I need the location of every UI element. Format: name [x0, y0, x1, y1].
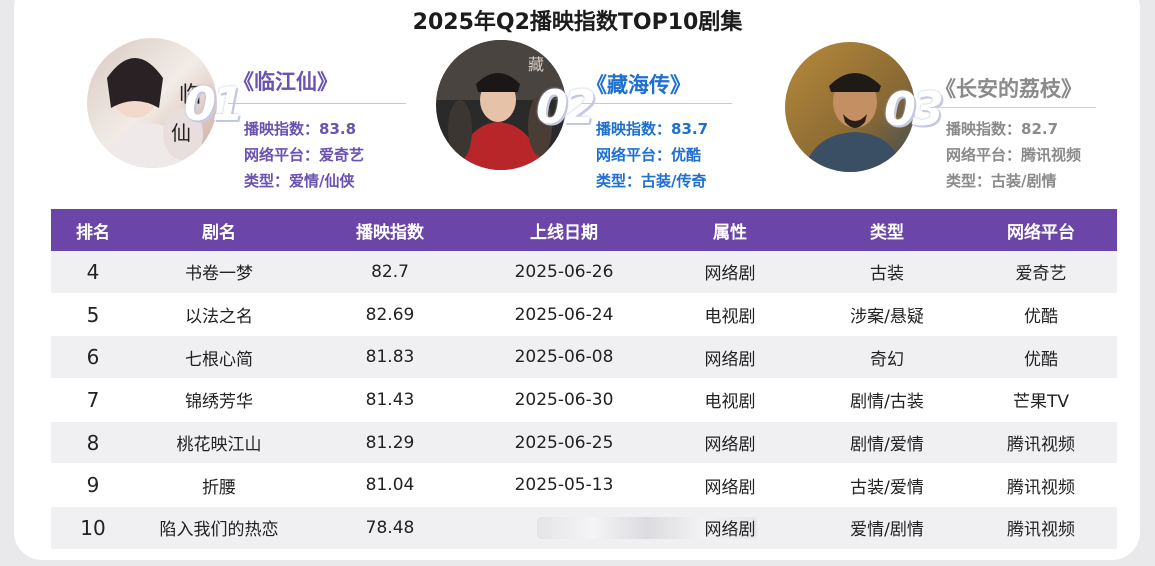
header-genre: 类型 [809, 209, 965, 251]
poster-3-image [785, 42, 915, 172]
table-row: 10 陷入我们的热恋 78.48 网络剧 爱情/剧情 腾讯视频 [51, 506, 1117, 550]
top3-platform-3: 网络平台：腾讯视频 [946, 146, 1082, 164]
cell-platform: 爱奇艺 [965, 251, 1117, 294]
cell-rank: 8 [51, 421, 135, 465]
cell-release-date-obscured [477, 506, 757, 550]
cell-index: 82.69 [303, 293, 477, 337]
cell-attribute: 网络剧 [651, 335, 809, 380]
svg-text:藏: 藏 [528, 55, 544, 74]
table-row: 9 折腰 81.04 2025-05-13 网络剧 古装/爱情 腾讯视频 [51, 463, 1117, 508]
table-header-row: 排名 剧名 播映指数 上线日期 属性 类型 网络平台 [51, 209, 1117, 251]
cell-genre: 古装 [809, 251, 965, 294]
cell-release-date: 2025-06-24 [477, 293, 651, 337]
cell-platform: 芒果TV [965, 378, 1117, 422]
cell-attribute: 网络剧 [651, 421, 809, 465]
cell-rank: 7 [51, 378, 135, 422]
cell-release-date: 2025-06-30 [477, 378, 651, 422]
divider-2 [582, 103, 732, 104]
top3-index-3: 播映指数：82.7 [946, 120, 1059, 138]
top3-info-2: 播映指数：83.7 网络平台：优酷 类型：古装/传奇 [596, 116, 708, 194]
rank-number-3: 03 [884, 82, 944, 136]
cell-genre: 古装/爱情 [809, 463, 965, 508]
cell-index: 81.29 [303, 421, 477, 465]
top3-info-1: 播映指数：83.8 网络平台：爱奇艺 类型：爱情/仙侠 [244, 116, 364, 194]
cell-drama-name: 折腰 [135, 463, 303, 508]
cell-drama-name: 七根心简 [135, 335, 303, 380]
cell-attribute: 网络剧 [651, 251, 809, 294]
blurred-overlay [537, 516, 757, 539]
cell-release-date: 2025-05-13 [477, 463, 651, 508]
cell-genre: 剧情/爱情 [809, 421, 965, 465]
cell-index: 81.83 [303, 335, 477, 380]
table-row: 4 书卷一梦 82.7 2025-06-26 网络剧 古装 爱奇艺 [51, 251, 1117, 294]
cell-rank: 10 [51, 506, 135, 550]
top3-platform-2: 网络平台：优酷 [596, 146, 702, 164]
cell-genre: 剧情/古装 [809, 378, 965, 422]
header-rank: 排名 [51, 209, 135, 251]
cell-drama-name: 书卷一梦 [135, 251, 303, 294]
header-platform: 网络平台 [965, 209, 1117, 251]
cell-genre: 涉案/悬疑 [809, 293, 965, 337]
divider-1 [228, 103, 406, 104]
cell-release-date: 2025-06-26 [477, 251, 651, 294]
cell-index: 82.7 [303, 251, 477, 294]
cell-rank: 5 [51, 293, 135, 337]
cell-rank: 9 [51, 463, 135, 508]
cell-release-date: 2025-06-25 [477, 421, 651, 465]
top3-index-2: 播映指数：83.7 [596, 120, 709, 138]
cell-genre: 爱情/剧情 [809, 506, 965, 550]
top3-title-1: 《临江仙》 [233, 70, 338, 94]
cell-rank: 4 [51, 251, 135, 294]
cell-attribute: 网络剧 [651, 463, 809, 508]
top3-title-2: 《藏海传》 [586, 73, 691, 97]
cell-platform: 腾讯视频 [965, 463, 1117, 508]
cell-index: 81.04 [303, 463, 477, 508]
ranking-table: 排名 剧名 播映指数 上线日期 属性 类型 网络平台 4 书卷一梦 82.7 2… [51, 209, 1117, 550]
table-row: 8 桃花映江山 81.29 2025-06-25 网络剧 剧情/爱情 腾讯视频 [51, 421, 1117, 465]
poster-1-image: 临 仙 [87, 38, 217, 168]
rank-number-2: 02 [536, 80, 596, 134]
rank-number-1: 01 [184, 77, 244, 131]
top3-genre-2: 类型：古装/传奇 [596, 172, 707, 190]
svg-text:临: 临 [179, 83, 201, 108]
cell-drama-name: 陷入我们的热恋 [135, 506, 303, 550]
header-index: 播映指数 [303, 209, 477, 251]
page-title: 2025年Q2播映指数TOP10剧集 [412, 10, 743, 35]
table-row: 7 锦绣芳华 81.43 2025-06-30 电视剧 剧情/古装 芒果TV [51, 378, 1117, 422]
cell-drama-name: 桃花映江山 [135, 421, 303, 465]
cell-index: 78.48 [303, 506, 477, 550]
table-row: 5 以法之名 82.69 2025-06-24 电视剧 涉案/悬疑 优酷 [51, 293, 1117, 337]
divider-3 [930, 107, 1096, 108]
top3-info-3: 播映指数：82.7 网络平台：腾讯视频 类型：古装/剧情 [946, 116, 1081, 194]
cell-rank: 6 [51, 335, 135, 380]
top3-platform-1: 网络平台：爱奇艺 [244, 146, 365, 164]
top3-genre-3: 类型：古装/剧情 [946, 172, 1057, 190]
cell-drama-name: 锦绣芳华 [135, 378, 303, 422]
header-release-date: 上线日期 [477, 209, 651, 251]
top3-index-1: 播映指数：83.8 [244, 120, 357, 138]
top3-title-3: 《长安的荔枝》 [935, 77, 1082, 101]
cell-drama-name: 以法之名 [135, 293, 303, 337]
svg-text:仙: 仙 [171, 121, 191, 145]
cell-attribute: 电视剧 [651, 293, 809, 337]
cell-genre: 奇幻 [809, 335, 965, 380]
cell-platform: 优酷 [965, 293, 1117, 337]
header-attribute: 属性 [651, 209, 809, 251]
cell-release-date: 2025-06-08 [477, 335, 651, 380]
cell-index: 81.43 [303, 378, 477, 422]
cell-attribute: 电视剧 [651, 378, 809, 422]
top3-genre-1: 类型：爱情/仙侠 [244, 172, 355, 190]
cell-platform: 腾讯视频 [965, 421, 1117, 465]
cell-platform: 腾讯视频 [965, 506, 1117, 550]
table-row: 6 七根心简 81.83 2025-06-08 网络剧 奇幻 优酷 [51, 335, 1117, 380]
header-drama-name: 剧名 [135, 209, 303, 251]
cell-platform: 优酷 [965, 335, 1117, 380]
